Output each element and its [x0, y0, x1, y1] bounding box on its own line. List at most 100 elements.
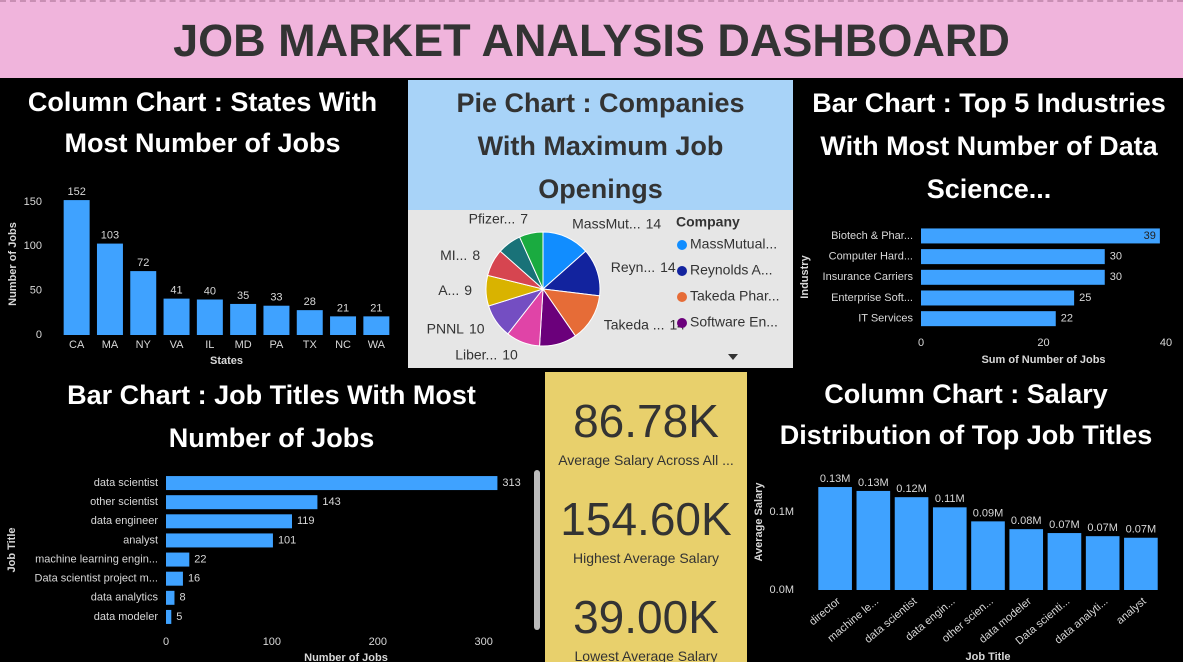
slice-label: PNNL 10	[427, 320, 485, 336]
panel: Pie Chart : Companies With Maximum Job O…	[408, 80, 793, 368]
bar	[166, 514, 292, 529]
slice-label: Reyn... 14	[611, 259, 676, 275]
x-tick-label: WA	[368, 339, 386, 351]
bar	[894, 497, 929, 590]
y-tick-label: analyst	[123, 534, 158, 546]
y-tick-label: IT Services	[858, 313, 913, 325]
slice-label: MassMut... 14	[572, 215, 661, 231]
slice-label: MI... 8	[440, 247, 480, 263]
x-tick-label: 40	[1160, 337, 1172, 349]
slice-name: A...	[438, 282, 459, 298]
legend-marker	[677, 240, 687, 250]
chart-title: Pie Chart : Companies With Maximum Job O…	[456, 88, 745, 204]
y-tick-label: 0.0M	[770, 584, 794, 596]
x-tick-label: NY	[136, 339, 152, 351]
x-tick-label: MD	[235, 339, 252, 351]
x-tick-label: director	[807, 595, 843, 628]
data-label: 40	[204, 285, 216, 297]
legend-title: Company	[676, 214, 740, 230]
bar	[856, 490, 891, 590]
slice-value: 7	[520, 210, 528, 226]
x-tick-label: 0	[163, 636, 169, 648]
bar	[166, 609, 172, 624]
data-label: 22	[194, 553, 206, 565]
data-label: 103	[101, 229, 119, 241]
data-label: 22	[1061, 313, 1073, 325]
data-label: 21	[337, 302, 349, 314]
slice-name: PNNL	[427, 320, 465, 336]
x-tick-label: CA	[69, 339, 85, 351]
bar	[1124, 537, 1158, 590]
slice-name: Reyn...	[611, 259, 655, 275]
bar	[263, 305, 290, 335]
slice-name: MassMut...	[572, 215, 640, 231]
x-axis-label: Number of Jobs	[304, 652, 388, 662]
bar	[166, 571, 183, 586]
y-axis-label: Industry	[799, 254, 811, 298]
bar	[230, 303, 257, 335]
y-tick-label: data modeler	[94, 611, 159, 623]
x-tick-label: VA	[170, 339, 185, 351]
bar	[166, 533, 273, 548]
chart: 0 100 200 300 313 data scientist 143 other scie…	[6, 470, 540, 662]
x-tick-label: PA	[270, 339, 285, 351]
bar	[96, 243, 123, 335]
data-label: 0.07M	[1126, 524, 1157, 536]
scroll-arrow[interactable]	[728, 354, 738, 360]
data-label: 16	[188, 573, 200, 585]
y-tick-label: 50	[30, 285, 42, 297]
dashboard-title: JOB MARKET ANALYSIS DASHBOARD	[173, 15, 1010, 66]
bar	[818, 487, 852, 590]
scrollbar[interactable]	[534, 470, 540, 630]
y-tick-label: Data scientist project m...	[35, 573, 159, 585]
y-tick-label: other scientist	[90, 496, 158, 508]
bar	[166, 552, 190, 567]
x-tick-label: 0	[918, 337, 924, 349]
bar	[166, 476, 498, 491]
bar	[921, 249, 1105, 265]
legend-marker	[677, 266, 687, 276]
bar	[163, 298, 190, 335]
y-tick-label: 0.1M	[770, 506, 794, 518]
chart: MassMut... 14 Reyn... 14 Takeda ...14 Liber..…	[427, 210, 780, 362]
kpi-label: Highest Average Salary	[572, 550, 720, 566]
data-label: 72	[137, 257, 149, 269]
bar	[921, 311, 1056, 327]
y-tick-label: data engineer	[91, 515, 159, 527]
bar	[921, 228, 1160, 244]
slice-value: 14	[660, 259, 676, 275]
slice-label: Liber... 10	[455, 346, 518, 362]
chart-title: Bar Chart : Job Titles With Most Number …	[67, 380, 476, 453]
x-tick-label: 100	[263, 636, 281, 648]
data-label: 25	[1079, 292, 1091, 304]
slice-label: Pfizer... 7	[469, 210, 529, 226]
chart-title: Column Chart : Salary Distribution of To…	[779, 379, 1153, 450]
data-label: 0.13M	[858, 477, 889, 489]
x-tick-label: 200	[369, 636, 387, 648]
x-tick-label: MA	[102, 339, 119, 351]
data-label: 0.11M	[935, 493, 965, 505]
slice-value: 8	[472, 247, 480, 263]
panel: Column Chart : Salary Distribution of To…	[749, 372, 1183, 662]
data-label: 101	[278, 534, 296, 546]
slice-label: Takeda ...14	[604, 316, 685, 332]
legend-label: Takeda Phar...	[690, 288, 780, 304]
slice-value: 10	[502, 346, 518, 362]
data-label: 21	[370, 302, 382, 314]
kpi-value: 39.00K	[573, 591, 719, 643]
x-tick-label: analyst	[1114, 595, 1148, 627]
x-axis-label: States	[210, 355, 243, 367]
data-label: 5	[176, 611, 182, 623]
bar	[330, 316, 357, 335]
bar	[921, 290, 1075, 306]
bar	[971, 521, 1005, 590]
kpi-label: Average Salary Across All ...	[558, 452, 734, 468]
chart-title: Bar Chart : Top 5 Industries With Most N…	[812, 88, 1166, 204]
bar	[921, 269, 1105, 285]
legend-label: MassMutual...	[690, 236, 777, 252]
y-tick-label: 150	[24, 196, 42, 208]
data-label: 152	[67, 186, 85, 198]
chart-title: Column Chart : States With Most Number o…	[27, 87, 378, 158]
kpi-cards: 86.78K Average Salary Across All ... 154.6…	[545, 372, 747, 662]
